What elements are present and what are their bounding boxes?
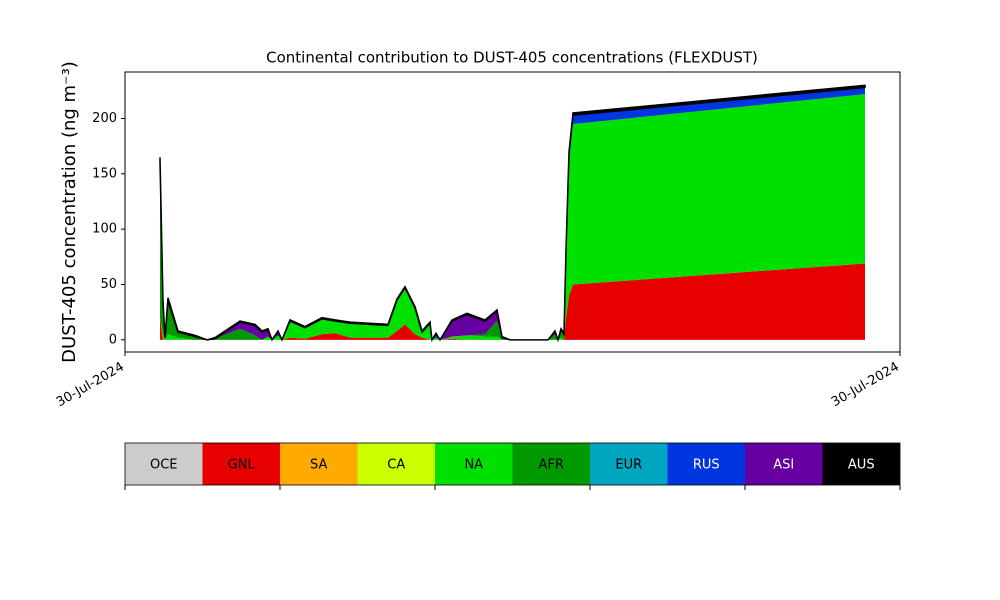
legend-label: AFR	[539, 458, 564, 473]
legend-label: AUS	[848, 458, 875, 473]
y-axis-label: DUST-405 concentration (ng m⁻³)	[59, 61, 80, 363]
legend-swatch	[435, 443, 513, 485]
y-tick-label: 150	[92, 166, 117, 181]
legend-swatch	[745, 443, 823, 485]
x-tick-label: 30-Jul-2024	[829, 360, 902, 411]
legend-swatch	[822, 443, 900, 485]
legend-label: RUS	[693, 458, 720, 473]
legend-label: CA	[387, 458, 405, 473]
plot-frame	[124, 71, 901, 353]
legend-swatch	[512, 443, 590, 485]
legend-label: NA	[464, 458, 483, 473]
legend-label: SA	[310, 458, 327, 473]
legend-swatch	[125, 443, 203, 485]
legend-swatch	[280, 443, 358, 485]
legend-label: EUR	[615, 458, 642, 473]
area	[160, 94, 865, 340]
legend-frame	[124, 442, 901, 486]
legend-label: ASI	[773, 458, 794, 473]
legend-swatch	[667, 443, 745, 485]
x-tick-label: 30-Jul-2024	[54, 360, 127, 411]
y-tick-label: 200	[92, 111, 117, 126]
chart-title: Continental contribution to DUST-405 con…	[266, 49, 758, 67]
area	[160, 263, 865, 340]
legend-swatch	[202, 443, 280, 485]
legend-label: OCE	[150, 458, 178, 473]
legend-swatch	[590, 443, 668, 485]
y-tick-label: 100	[92, 222, 117, 237]
y-tick-label: 0	[109, 332, 117, 347]
y-tick-label: 50	[100, 277, 117, 292]
legend-swatch	[357, 443, 435, 485]
area	[159, 84, 866, 343]
legend-label: GNL	[228, 458, 256, 473]
